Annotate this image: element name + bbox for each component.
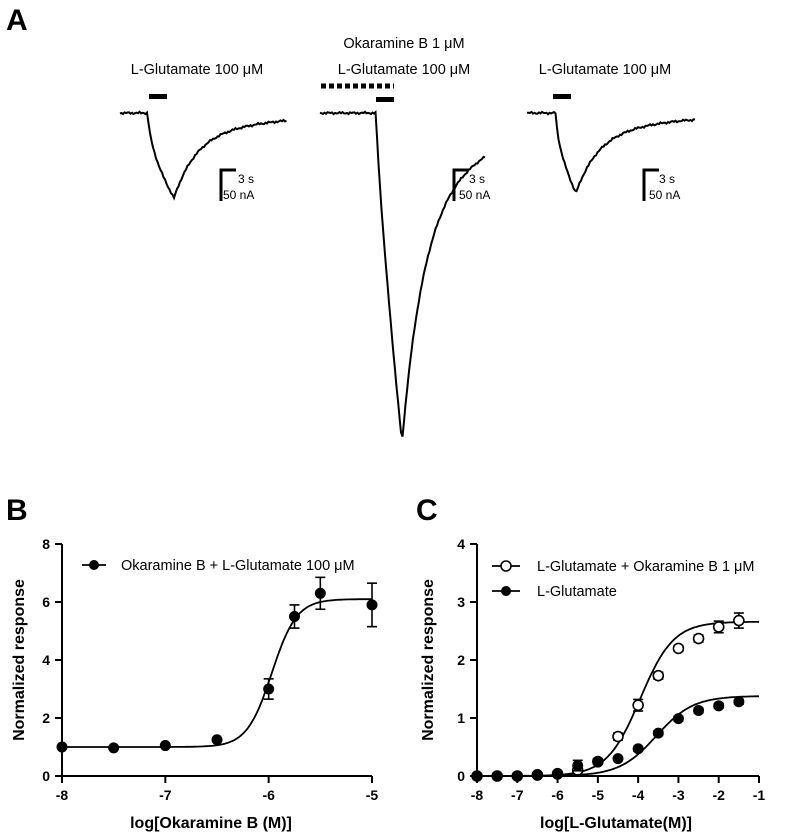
y-axis-title: Normalized response (11, 579, 28, 741)
data-point (693, 704, 705, 716)
glutamate-bar (149, 94, 167, 99)
data-point (672, 642, 685, 655)
scale-bar: 3 s 50 nA (642, 168, 680, 202)
y-tick-label: 8 (42, 536, 50, 552)
x-tick-label: -7 (159, 787, 172, 803)
y-tick-label: 4 (42, 652, 50, 668)
trace-2-label-glutamate: L-Glutamate 100 μM (338, 62, 470, 78)
legend-label: Okaramine B + L-Glutamate 100 μM (121, 558, 355, 574)
legend-b: Okaramine B + L-Glutamate 100 μM (82, 558, 355, 574)
y-tick-label: 2 (457, 652, 465, 668)
data-point (108, 742, 120, 754)
data-point (552, 768, 564, 780)
data-point (592, 756, 604, 768)
data-point (733, 614, 745, 627)
scale-bar-current-label: 50 nA (459, 188, 490, 202)
chart-c-plot: -8 -7 -6 -5 -4 -3 -2 -1 0 1 2 3 4 (457, 536, 765, 803)
scale-bar-time-label: 3 s (469, 172, 485, 186)
scale-bar-time-label: 3 s (659, 172, 675, 186)
trace-3: L-Glutamate 100 μM 3 s 50 nA (526, 62, 696, 202)
scale-bar: 3 s 50 nA (452, 168, 490, 202)
data-point (471, 770, 483, 782)
x-tick-label: -7 (511, 787, 524, 803)
y-tick-label: 1 (457, 710, 465, 726)
panel-b: B Normalized response log[Okaramine B (M… (6, 494, 378, 832)
data-point (652, 669, 665, 682)
trace-3-label: L-Glutamate 100 μM (539, 62, 671, 78)
data-point (531, 769, 543, 781)
current-trace (119, 110, 287, 201)
data-point (672, 713, 684, 725)
scale-bar-lines (642, 168, 659, 201)
x-axis-title: log[Okaramine B (M)] (130, 815, 292, 832)
x-tick-label: -2 (712, 787, 725, 803)
data-point (652, 727, 664, 739)
data-point (366, 599, 378, 611)
data-point (713, 700, 725, 712)
chart-b-plot: -8 -7 -6 -5 0 2 4 6 8 (42, 536, 378, 803)
panel-a: A L-Glutamate 100 μM 3 s 50 nA Okaramine… (6, 4, 696, 437)
trace-2: Okaramine B 1 μM L-Glutamate 100 μM 3 s … (319, 36, 490, 437)
x-axis-title: log[L-Glutamate(M)] (540, 815, 692, 832)
data-point (263, 683, 275, 695)
legend-label-series-1: L-Glutamate + Okaramine B 1 μM (537, 559, 754, 575)
data-point (289, 611, 300, 622)
fit-curve (62, 598, 373, 748)
data-point (159, 740, 171, 752)
fit-curve (477, 695, 759, 777)
scale-bar: 3 s 50 nA (219, 168, 254, 202)
scale-bar-lines (219, 168, 236, 201)
x-tick-label: -3 (672, 787, 685, 803)
panel-c-letter: C (416, 494, 438, 527)
glutamate-bar (376, 97, 394, 102)
y-tick-label: 2 (42, 710, 50, 726)
data-point (692, 632, 705, 645)
trace-1-label: L-Glutamate 100 μM (131, 62, 263, 78)
y-tick-label: 6 (42, 594, 50, 610)
trace-1: L-Glutamate 100 μM 3 s 50 nA (119, 62, 287, 202)
legend-label-series-2: L-Glutamate (537, 584, 617, 600)
scale-bar-time-label: 3 s (238, 172, 254, 186)
scale-bar-lines (452, 168, 469, 201)
data-point (632, 699, 644, 712)
x-tick-label: -1 (753, 787, 766, 803)
data-point (712, 621, 725, 633)
data-point (56, 741, 68, 753)
data-point (632, 743, 644, 755)
trace-2-label-drug: Okaramine B 1 μM (343, 36, 464, 52)
glutamate-bar (553, 94, 571, 99)
scale-bar-current-label: 50 nA (649, 188, 680, 202)
data-point (572, 760, 584, 772)
panel-c: C Normalized response log[L-Glutamate(M)… (416, 494, 765, 832)
x-tick-label: -6 (551, 787, 564, 803)
data-point (612, 753, 624, 765)
x-tick-label: -4 (632, 787, 645, 803)
x-tick-label: -8 (56, 787, 69, 803)
x-tick-label: -5 (366, 787, 379, 803)
y-tick-label: 3 (457, 594, 465, 610)
scale-bar-current-label: 50 nA (223, 188, 254, 202)
y-tick-label: 0 (42, 768, 50, 784)
current-trace (319, 110, 486, 437)
legend-marker-filled (501, 586, 511, 596)
legend-marker-open (500, 560, 512, 572)
x-tick-label: -5 (592, 787, 605, 803)
data-point (612, 730, 624, 743)
panel-b-letter: B (6, 494, 28, 527)
data-point (491, 770, 503, 782)
data-point (314, 587, 326, 599)
x-tick-label: -8 (471, 787, 484, 803)
data-point (733, 696, 745, 708)
y-tick-label: 4 (457, 536, 465, 552)
data-point (211, 734, 223, 746)
y-axis-title: Normalized response (420, 579, 437, 741)
data-point (511, 770, 523, 782)
x-tick-label: -6 (262, 787, 275, 803)
panel-a-letter: A (6, 4, 28, 37)
current-trace (526, 110, 696, 193)
legend-c: L-Glutamate + Okaramine B 1 μM L-Glutama… (492, 559, 754, 600)
y-tick-label: 0 (457, 768, 465, 784)
